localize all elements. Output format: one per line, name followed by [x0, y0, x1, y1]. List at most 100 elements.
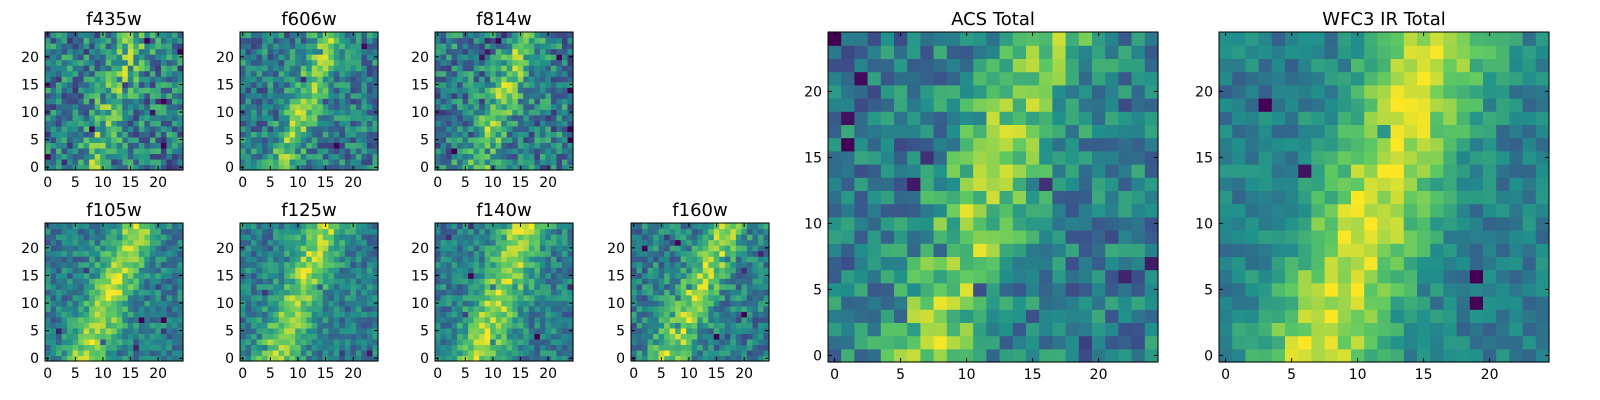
heatmap-cell [462, 322, 469, 329]
heatmap-cell [506, 103, 513, 110]
heatmap-cell [138, 327, 145, 334]
heatmap-cell [933, 243, 948, 257]
heatmap-cell [67, 114, 74, 121]
heatmap-cell [56, 59, 63, 66]
heatmap-cell [473, 278, 480, 285]
heatmap-cell [155, 311, 162, 318]
heatmap-cell [697, 239, 704, 246]
heatmap-cell [166, 261, 173, 268]
heatmap-cell [973, 216, 987, 231]
heatmap-cell [752, 272, 759, 279]
heatmap-cell [907, 256, 921, 271]
heatmap-cell [56, 305, 63, 312]
heatmap-cell [171, 228, 179, 235]
heatmap-cell [89, 136, 96, 143]
heatmap-cell [295, 311, 302, 318]
x-tick-label: 10 [484, 175, 502, 191]
heatmap-cell [339, 338, 346, 346]
heatmap-cell [361, 283, 368, 290]
heatmap-cell [664, 272, 671, 279]
heatmap-cell [322, 333, 329, 340]
heatmap-cell [56, 87, 63, 94]
heatmap-cell [440, 228, 447, 235]
heatmap-cell [653, 223, 660, 230]
heatmap-cell [457, 327, 464, 334]
heatmap-cell [94, 136, 101, 143]
heatmap-cell [171, 81, 179, 88]
heatmap-cell [328, 114, 335, 121]
heatmap-cell [757, 311, 765, 318]
heatmap-cell [440, 76, 447, 83]
heatmap-cell [484, 294, 491, 301]
heatmap-cell [160, 37, 168, 44]
heatmap-cell [468, 245, 475, 252]
heatmap-cell [479, 103, 486, 110]
heatmap-cell [484, 256, 491, 263]
heatmap-cell [267, 239, 274, 246]
heatmap-cell [545, 131, 552, 138]
heatmap-cell [273, 158, 280, 166]
heatmap-cell [708, 239, 715, 246]
heatmap-cell [328, 256, 335, 263]
heatmap-cell [1131, 296, 1146, 310]
heatmap-cell [295, 333, 302, 340]
heatmap-cell [631, 305, 638, 312]
heatmap-cell [501, 278, 508, 285]
heatmap-cell [763, 239, 770, 246]
heatmap-cell [528, 256, 535, 263]
heatmap-cell [100, 250, 107, 257]
heatmap-cell [50, 98, 57, 105]
heatmap-cell [567, 305, 574, 312]
heatmap-cell [528, 234, 535, 241]
heatmap-cell [517, 59, 524, 66]
heatmap-cell [328, 223, 335, 230]
heatmap-cell [550, 114, 558, 121]
heatmap-cell [45, 120, 52, 127]
heatmap-cell [144, 87, 151, 94]
heatmap-cell [462, 349, 469, 357]
heatmap-cell [289, 245, 296, 252]
heatmap-cell [636, 234, 643, 241]
heatmap-cell [300, 278, 307, 285]
heatmap-cell [686, 338, 693, 346]
heatmap-cell [757, 245, 765, 252]
heatmap-cell [713, 338, 720, 346]
heatmap-cell [100, 305, 107, 312]
heatmap-cell [289, 283, 296, 290]
heatmap-cell [344, 147, 351, 155]
heatmap-cell [289, 98, 296, 105]
heatmap-cell [451, 76, 458, 83]
heatmap-cell [50, 153, 57, 160]
heatmap-cell [61, 234, 68, 241]
heatmap-cell [501, 327, 508, 334]
heatmap-cell [333, 272, 340, 279]
heatmap-cell [78, 76, 85, 83]
heatmap-cell [534, 81, 541, 88]
heatmap-cell [451, 92, 458, 99]
heatmap-cell [311, 87, 318, 94]
heatmap-cell [355, 32, 363, 39]
heatmap-cell [94, 322, 101, 329]
heatmap-cell [484, 142, 491, 149]
heatmap-cell [468, 355, 475, 362]
heatmap-cell [664, 311, 671, 318]
heatmap-cell [322, 283, 329, 290]
heatmap-cell [105, 338, 112, 346]
heatmap-cell [636, 349, 643, 357]
heatmap-cell [355, 289, 363, 296]
heatmap-cell [273, 70, 280, 77]
heatmap-cell [880, 177, 895, 191]
heatmap-cell [317, 103, 324, 110]
heatmap-cell [94, 92, 101, 99]
heatmap-cell [273, 316, 280, 323]
heatmap-cell [702, 327, 709, 334]
heatmap-cell [56, 92, 63, 99]
heatmap-cell [757, 223, 765, 230]
heatmap-cell [658, 327, 665, 334]
heatmap-cell [752, 256, 759, 263]
heatmap-cell [1012, 203, 1027, 218]
heatmap-cell [83, 272, 90, 279]
heatmap-cell [171, 125, 179, 132]
heatmap-cell [350, 250, 357, 257]
heatmap-cell [539, 81, 546, 88]
